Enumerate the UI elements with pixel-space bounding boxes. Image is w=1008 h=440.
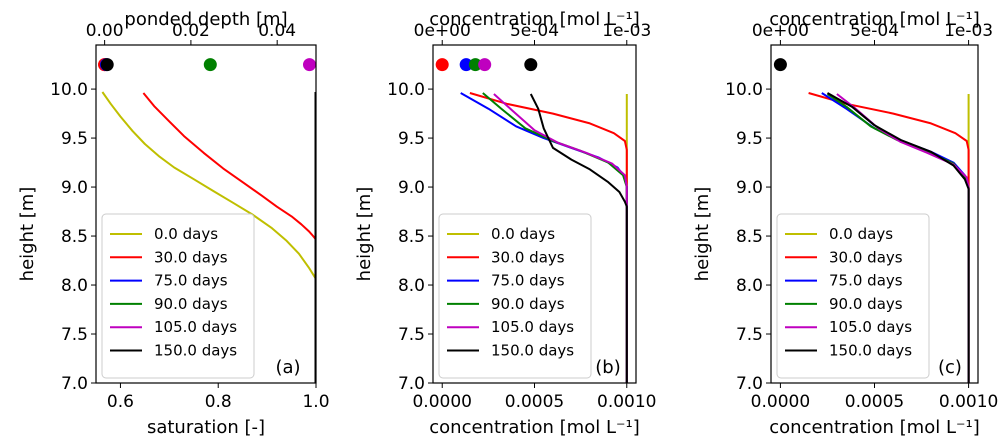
legend-label: 150.0 days: [491, 342, 574, 360]
x-tick-label: 0.0010: [939, 392, 998, 412]
legend-box: [776, 213, 930, 379]
plot-frame: [95, 44, 317, 384]
x-tick-label: 0.0005: [505, 392, 564, 412]
y-tick-label: 9.5: [61, 129, 88, 149]
top-tick-label: 0e+00: [414, 21, 471, 41]
y-tick-label: 8.0: [61, 276, 88, 296]
y-axis-label: height [m]: [17, 187, 38, 282]
top-tick-label: 5e-04: [850, 21, 899, 41]
x-tick-label: 0.0005: [845, 392, 904, 412]
series-line-2: [469, 92, 628, 383]
legend-label: 105.0 days: [491, 318, 574, 336]
legend-label: 30.0 days: [829, 248, 903, 266]
x-tick-label: 0.0000: [412, 392, 471, 412]
y-tick-label: 7.5: [61, 325, 88, 345]
y-tick-label: 9.0: [398, 178, 425, 198]
legend-label: 75.0 days: [154, 272, 228, 290]
y-tick-label: 8.5: [398, 227, 425, 247]
y-tick-label: 7.0: [398, 374, 425, 394]
legend-box: [101, 213, 255, 379]
top-tick-label: 0.04: [258, 21, 296, 41]
top-axis-label: ponded depth [m]: [124, 9, 287, 30]
series-line-2: [808, 92, 970, 383]
y-tick-label: 7.5: [398, 325, 425, 345]
series-line-2: [142, 92, 317, 383]
y-tick-label: 9.0: [61, 178, 88, 198]
top-tick-label: 1e-03: [944, 21, 993, 41]
legend-label: 30.0 days: [491, 248, 565, 266]
x-axis-label: saturation [-]: [147, 417, 265, 438]
x-tick-label: 0.8: [205, 392, 232, 412]
y-tick-label: 8.0: [736, 276, 763, 296]
series-line-6: [827, 92, 970, 383]
x-tick-label: 0.0000: [751, 392, 810, 412]
marker-point-1: [435, 58, 449, 72]
y-axis-label: height [m]: [354, 187, 375, 282]
series-line-1: [101, 91, 317, 383]
marker-point-3: [468, 58, 482, 72]
panel-label: (a): [275, 357, 300, 378]
top-tick-label: 1e-03: [602, 21, 651, 41]
x-axis-label: concentration [mol L⁻¹]: [429, 417, 639, 438]
legend-box: [438, 213, 592, 379]
x-tick-label: 0.0010: [597, 392, 656, 412]
legend-label: 105.0 days: [154, 318, 237, 336]
marker-point-5: [203, 58, 217, 72]
top-tick-label: 5e-04: [510, 21, 559, 41]
y-tick-label: 10.0: [725, 80, 763, 100]
marker-point-5: [524, 58, 538, 72]
marker-point-1: [773, 58, 787, 72]
panel-label: (b): [595, 357, 620, 378]
panel-2: 0.0000 0.0005 0.0010 7.0 7.5 8.0 8.5 9.0 9.5 10.0…: [354, 9, 657, 438]
y-tick-label: 8.5: [736, 227, 763, 247]
legend-label: 150.0 days: [154, 342, 237, 360]
legend-label: 0.0 days: [154, 225, 218, 243]
panel-label: (c): [938, 357, 962, 378]
marker-point-2: [459, 58, 473, 72]
panel-3: 0.0000 0.0005 0.0010 7.0 7.5 8.0 8.5 9.0 9.5 10.0…: [692, 9, 998, 438]
legend-label: 90.0 days: [491, 295, 565, 313]
legend-label: 90.0 days: [829, 295, 903, 313]
series-line-5: [493, 93, 628, 383]
x-tick-label: 0.6: [107, 392, 134, 412]
y-tick-label: 8.5: [61, 227, 88, 247]
y-tick-label: 7.0: [61, 374, 88, 394]
top-axis-label: concentration [mol L⁻¹]: [769, 9, 979, 30]
top-tick-label: 0e+00: [752, 21, 809, 41]
marker-point-4: [100, 58, 114, 72]
marker-point-6: [303, 58, 316, 72]
y-tick-label: 10.0: [50, 80, 88, 100]
top-tick-label: 0.02: [172, 21, 210, 41]
legend-label: 30.0 days: [154, 248, 228, 266]
y-tick-label: 8.0: [398, 276, 425, 296]
top-tick-label: 0.00: [86, 21, 124, 41]
y-tick-label: 9.5: [736, 129, 763, 149]
legend-label: 90.0 days: [154, 295, 228, 313]
legend-label: 75.0 days: [829, 272, 903, 290]
y-tick-label: 9.5: [398, 129, 425, 149]
y-tick-label: 9.0: [736, 178, 763, 198]
legend-label: 150.0 days: [829, 342, 912, 360]
legend-label: 105.0 days: [829, 318, 912, 336]
y-tick-label: 7.5: [736, 325, 763, 345]
x-tick-label: 1.0: [302, 392, 329, 412]
y-tick-label: 7.0: [736, 374, 763, 394]
x-axis-label: concentration [mol L⁻¹]: [769, 417, 979, 438]
legend-label: 0.0 days: [491, 225, 555, 243]
legend-label: 0.0 days: [829, 225, 893, 243]
y-tick-label: 10.0: [387, 80, 425, 100]
panel-1: 0.6 0.8 1.0 7.0 7.5 8.0 8.5 9.0 9.5 10.0 0.00 0.02 0…: [17, 9, 330, 438]
legend-label: 75.0 days: [491, 272, 565, 290]
top-axis-label: concentration [mol L⁻¹]: [429, 9, 639, 30]
marker-point-4: [478, 58, 492, 72]
series-line-6: [529, 93, 628, 383]
y-axis-label: height [m]: [692, 187, 713, 282]
